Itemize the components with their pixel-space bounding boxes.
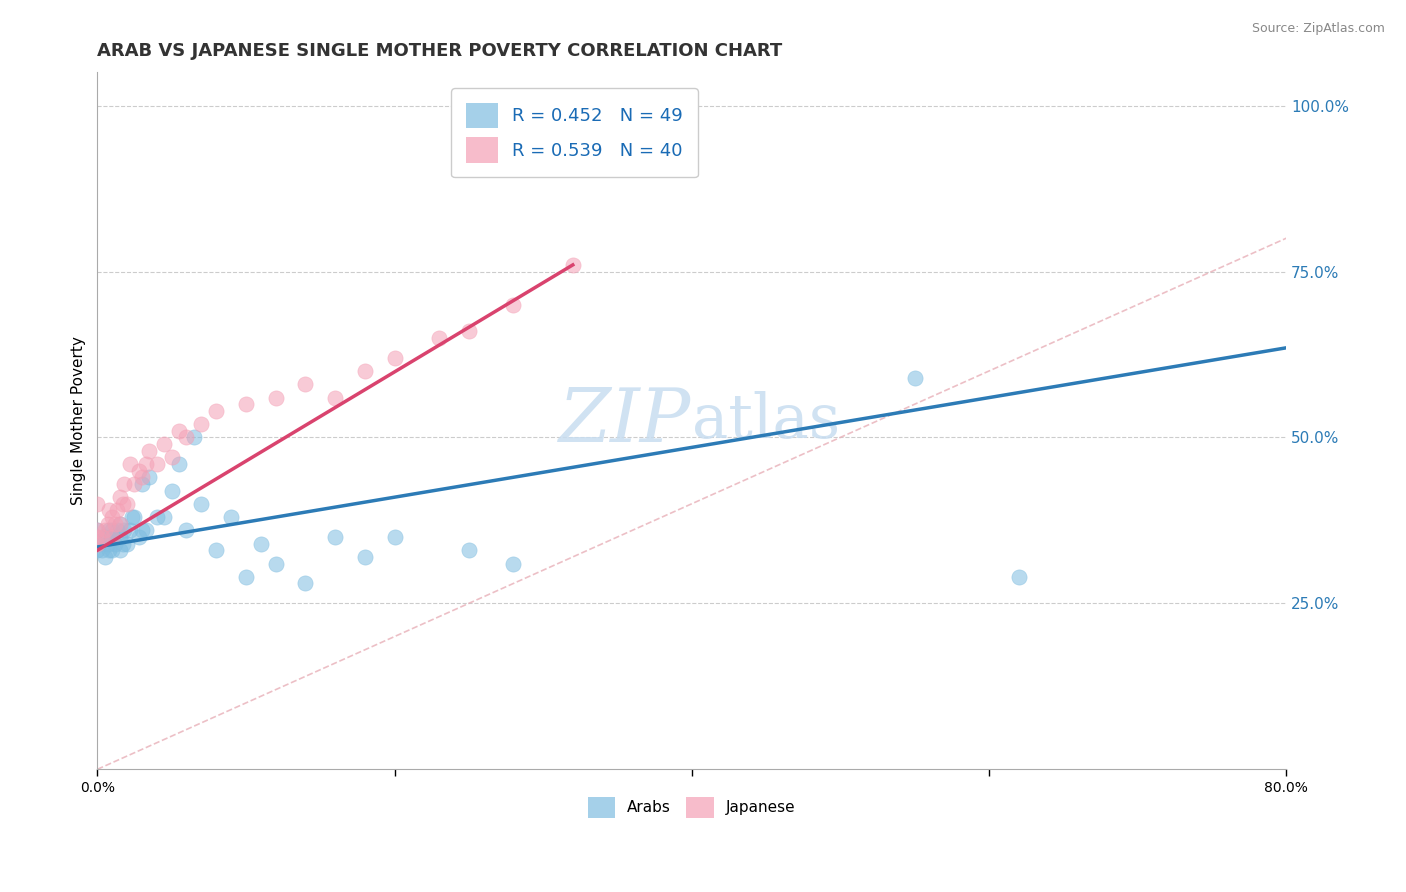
Point — [167, 424, 190, 438]
Point — [101, 543, 124, 558]
Point — [121, 510, 143, 524]
Point — [190, 497, 212, 511]
Point — [160, 483, 183, 498]
Point — [502, 557, 524, 571]
Point — [118, 524, 141, 538]
Point — [108, 530, 131, 544]
Point — [135, 524, 157, 538]
Point — [104, 536, 127, 550]
Point — [94, 530, 117, 544]
Point — [353, 364, 375, 378]
Text: Source: ZipAtlas.com: Source: ZipAtlas.com — [1251, 22, 1385, 36]
Point — [427, 331, 450, 345]
Point — [98, 503, 121, 517]
Point — [90, 543, 112, 558]
Text: atlas: atlas — [692, 391, 839, 450]
Point — [86, 497, 108, 511]
Point — [94, 524, 117, 538]
Point — [294, 576, 316, 591]
Point — [190, 417, 212, 432]
Point — [108, 490, 131, 504]
Point — [183, 430, 205, 444]
Point — [128, 530, 150, 544]
Point — [323, 391, 346, 405]
Point — [101, 530, 124, 544]
Point — [111, 497, 134, 511]
Point — [101, 524, 124, 538]
Point — [146, 457, 169, 471]
Point — [138, 470, 160, 484]
Point — [264, 557, 287, 571]
Point — [115, 497, 138, 511]
Point — [131, 477, 153, 491]
Point — [86, 524, 108, 538]
Point — [98, 543, 121, 558]
Y-axis label: Single Mother Poverty: Single Mother Poverty — [72, 336, 86, 505]
Point — [561, 258, 583, 272]
Point — [235, 570, 257, 584]
Point — [108, 516, 131, 531]
Point — [105, 524, 128, 538]
Point — [86, 530, 108, 544]
Point — [146, 510, 169, 524]
Point — [131, 470, 153, 484]
Point — [384, 351, 406, 365]
Point — [108, 543, 131, 558]
Point — [457, 324, 479, 338]
Text: ARAB VS JAPANESE SINGLE MOTHER POVERTY CORRELATION CHART: ARAB VS JAPANESE SINGLE MOTHER POVERTY C… — [97, 42, 783, 60]
Point — [115, 536, 138, 550]
Point — [235, 397, 257, 411]
Point — [94, 549, 117, 564]
Legend: Arabs, Japanese: Arabs, Japanese — [582, 790, 801, 824]
Point — [112, 477, 135, 491]
Point — [97, 536, 120, 550]
Point — [205, 404, 228, 418]
Point — [108, 516, 131, 531]
Point — [176, 524, 198, 538]
Point — [457, 543, 479, 558]
Point — [249, 536, 271, 550]
Point — [384, 530, 406, 544]
Point — [111, 536, 134, 550]
Point — [131, 524, 153, 538]
Text: ZIP: ZIP — [560, 384, 692, 457]
Point — [86, 536, 108, 550]
Point — [205, 543, 228, 558]
Point — [105, 503, 128, 517]
Point — [160, 450, 183, 465]
Point — [128, 464, 150, 478]
Point — [86, 524, 108, 538]
Point — [353, 549, 375, 564]
Point — [1007, 570, 1029, 584]
Point — [167, 457, 190, 471]
Point — [323, 530, 346, 544]
Point — [101, 530, 124, 544]
Point — [502, 298, 524, 312]
Point — [86, 530, 108, 544]
Point — [101, 510, 124, 524]
Point — [124, 477, 146, 491]
Point — [118, 457, 141, 471]
Point — [98, 524, 121, 538]
Point — [104, 516, 127, 531]
Point — [264, 391, 287, 405]
Point — [97, 516, 120, 531]
Point — [219, 510, 242, 524]
Point — [153, 437, 176, 451]
Point — [86, 543, 108, 558]
Point — [138, 443, 160, 458]
Point — [124, 510, 146, 524]
Point — [112, 524, 135, 538]
Point — [90, 530, 112, 544]
Point — [153, 510, 176, 524]
Point — [86, 536, 108, 550]
Point — [176, 430, 198, 444]
Point — [903, 370, 925, 384]
Point — [294, 377, 316, 392]
Point — [135, 457, 157, 471]
